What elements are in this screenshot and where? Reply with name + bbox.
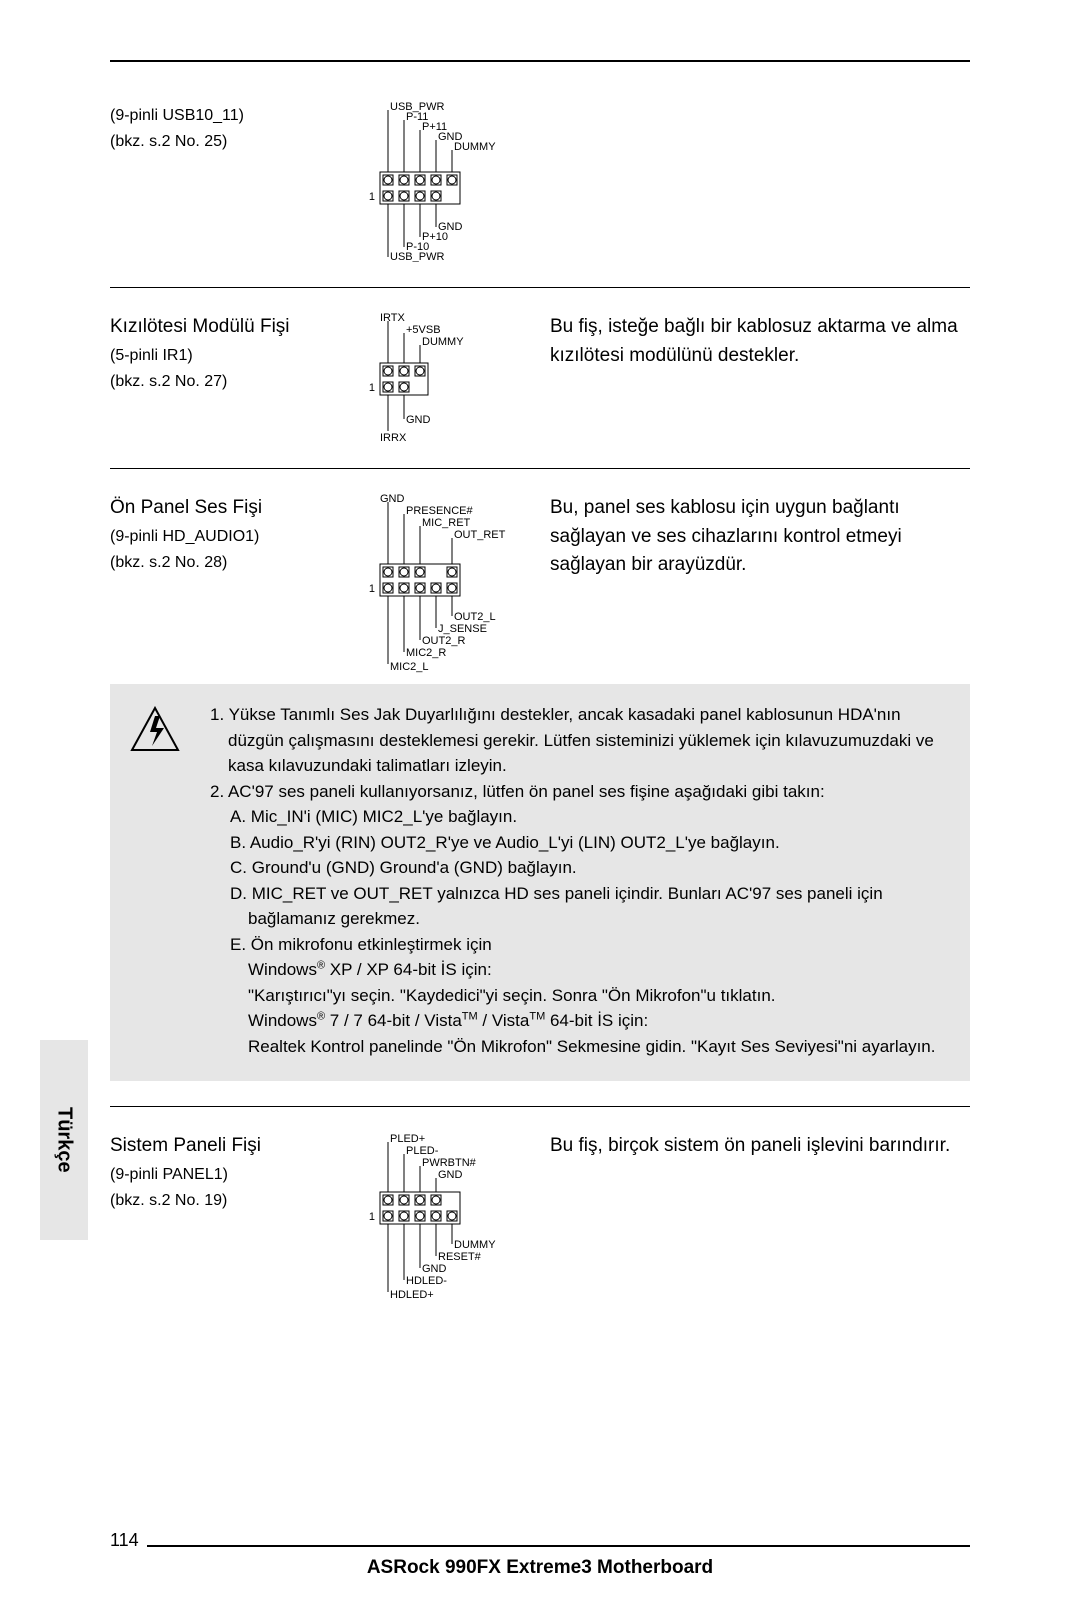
section-usb: (9-pinli USB10_11) (bkz. s.2 No. 25) 1	[110, 102, 970, 262]
note-line2: 2. AC'97 ses paneli kullanıyorsanız, lüt…	[200, 779, 950, 805]
ir-sub1: (5-pinli IR1)	[110, 344, 360, 368]
svg-text:DUMMY: DUMMY	[454, 141, 496, 153]
usb-diagram: 1 USB_PWR P-11 P+11 GND DUMMY USB_PWR P-…	[360, 102, 540, 262]
page-top-rule	[110, 60, 970, 62]
svg-text:+5VSB: +5VSB	[406, 324, 441, 336]
language-label: Türkçe	[53, 1107, 76, 1173]
ir-left: Kızılötesi Modülü Fişi (5-pinli IR1) (bk…	[110, 313, 360, 394]
ir-desc: Bu fiş, isteğe bağlı bir kablosuz aktarm…	[540, 313, 970, 370]
footer: 114 ASRock 990FX Extreme3 Motherboard	[110, 1530, 970, 1579]
usb-sub1: (9-pinli USB10_11)	[110, 104, 360, 128]
panel-desc: Bu fiş, birçok sistem ön paneli işlevini…	[540, 1132, 970, 1161]
svg-text:GND: GND	[422, 1263, 447, 1275]
section-panel: Sistem Paneli Fişi (9-pinli PANEL1) (bkz…	[110, 1132, 970, 1302]
svg-text:IRRX: IRRX	[380, 432, 407, 443]
note-lineC: C. Ground'u (GND) Ground'a (GND) bağlayı…	[200, 855, 950, 881]
svg-text:1: 1	[369, 583, 375, 595]
usb-sub2: (bkz. s.2 No. 25)	[110, 130, 360, 154]
tm-2: TM	[529, 1010, 545, 1022]
note-lineD: D. MIC_RET ve OUT_RET yalnızca HD ses pa…	[200, 881, 950, 932]
panel-sub2: (bkz. s.2 No. 19)	[110, 1189, 360, 1213]
svg-text:OUT2_R: OUT2_R	[422, 635, 465, 647]
usb-left: (9-pinli USB10_11) (bkz. s.2 No. 25)	[110, 102, 360, 154]
note-lineE1: Windows® XP / XP 64-bit İS için:	[200, 957, 950, 983]
note-lineE2: "Karıştırıcı"yı seçin. "Kaydedici"yi seç…	[200, 983, 950, 1009]
note-line1: 1. Yükse Tanımlı Ses Jak Duyarlılığını d…	[200, 702, 950, 779]
svg-text:GND: GND	[406, 414, 431, 426]
note-lineE: E. Ön mikrofonu etkinleştirmek için	[200, 932, 950, 958]
win-text-1b: XP / XP 64-bit İS için:	[325, 960, 492, 979]
section-audio: Ön Panel Ses Fişi (9-pinli HD_AUDIO1) (b…	[110, 494, 970, 674]
svg-text:MIC2_L: MIC2_L	[390, 661, 429, 673]
svg-text:OUT_RET: OUT_RET	[454, 529, 506, 541]
audio-sub2: (bkz. s.2 No. 28)	[110, 551, 360, 575]
win-text-3b: 7 / 7 64-bit / Vista	[325, 1011, 462, 1030]
note-lineB: B. Audio_R'yi (RIN) OUT2_R'ye ve Audio_L…	[200, 830, 950, 856]
audio-sub1: (9-pinli HD_AUDIO1)	[110, 525, 360, 549]
panel-left: Sistem Paneli Fişi (9-pinli PANEL1) (bkz…	[110, 1132, 360, 1213]
win-text-3c: / Vista	[478, 1011, 530, 1030]
audio-title: Ön Panel Ses Fişi	[110, 494, 360, 523]
note-box: 1. Yükse Tanımlı Ses Jak Duyarlılığını d…	[110, 684, 970, 1081]
win-text-1: Windows	[248, 960, 317, 979]
page-number: 114	[110, 1530, 139, 1551]
svg-text:HDLED-: HDLED-	[406, 1275, 447, 1287]
svg-text:GND: GND	[438, 221, 463, 233]
svg-text:RESET#: RESET#	[438, 1251, 482, 1263]
ir-title: Kızılötesi Modülü Fişi	[110, 313, 360, 342]
win-text-3d: 64-bit İS için:	[545, 1011, 648, 1030]
svg-text:PWRBTN#: PWRBTN#	[422, 1157, 477, 1169]
svg-text:1: 1	[369, 382, 375, 394]
note-text: 1. Yükse Tanımlı Ses Jak Duyarlılığını d…	[200, 702, 950, 1059]
divider-2	[110, 468, 970, 469]
divider-1	[110, 287, 970, 288]
svg-text:HDLED+: HDLED+	[390, 1289, 434, 1301]
panel-title: Sistem Paneli Fişi	[110, 1132, 360, 1161]
language-tab: Türkçe	[40, 1040, 88, 1240]
svg-text:GND: GND	[438, 1169, 463, 1181]
svg-text:J_SENSE: J_SENSE	[438, 623, 487, 635]
svg-text:IRTX: IRTX	[380, 313, 406, 324]
reg-2: ®	[317, 1010, 325, 1022]
svg-text:MIC_RET: MIC_RET	[422, 517, 471, 529]
ir-sub2: (bkz. s.2 No. 27)	[110, 370, 360, 394]
note-lineE3: Windows® 7 / 7 64-bit / VistaTM / VistaT…	[200, 1008, 950, 1034]
svg-text:MIC2_R: MIC2_R	[406, 647, 446, 659]
svg-text:GND: GND	[380, 494, 405, 505]
win-text-3a: Windows	[248, 1011, 317, 1030]
svg-text:PRESENCE#: PRESENCE#	[406, 505, 474, 517]
audio-desc: Bu, panel ses kablosu için uygun bağlant…	[540, 494, 970, 580]
svg-text:DUMMY: DUMMY	[422, 336, 464, 348]
note-lineE4: Realtek Kontrol panelinde "Ön Mikrofon" …	[200, 1034, 950, 1060]
divider-3	[110, 1106, 970, 1107]
svg-text:DUMMY: DUMMY	[454, 1239, 496, 1251]
lightning-icon	[130, 706, 180, 761]
reg-1: ®	[317, 959, 325, 971]
panel-diagram: 1 PLED+ PLED- PWRBTN# GND HDLED+ HDLED- …	[360, 1132, 540, 1302]
audio-left: Ön Panel Ses Fişi (9-pinli HD_AUDIO1) (b…	[110, 494, 360, 575]
note-lineA: A. Mic_IN'i (MIC) MIC2_L'ye bağlayın.	[200, 804, 950, 830]
svg-text:PLED-: PLED-	[406, 1145, 439, 1157]
footer-title: ASRock 990FX Extreme3 Motherboard	[110, 1557, 970, 1579]
panel-sub1: (9-pinli PANEL1)	[110, 1163, 360, 1187]
tm-1: TM	[462, 1010, 478, 1022]
svg-text:PLED+: PLED+	[390, 1133, 425, 1145]
svg-text:1: 1	[369, 1211, 375, 1223]
audio-diagram: 1 GND PRESENCE# MIC_RET OUT_RET MIC2_L M…	[360, 494, 540, 674]
svg-text:OUT2_L: OUT2_L	[454, 611, 496, 623]
svg-text:1: 1	[369, 191, 375, 203]
ir-diagram: 1 IRTX +5VSB DUMMY IRRX GND	[360, 313, 540, 443]
section-ir: Kızılötesi Modülü Fişi (5-pinli IR1) (bk…	[110, 313, 970, 443]
